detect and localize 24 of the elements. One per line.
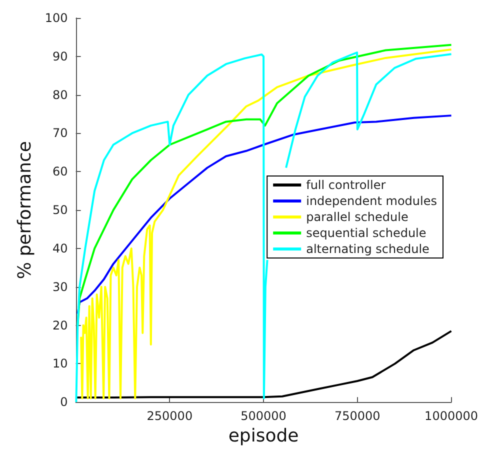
y-tick-label: 80 bbox=[52, 88, 68, 102]
legend-label: independent modules bbox=[306, 194, 438, 208]
legend-label: parallel schedule bbox=[306, 210, 408, 224]
y-tick-label: 30 bbox=[52, 280, 68, 294]
x-tick-label: 250000 bbox=[146, 409, 193, 424]
y-tick-label: 10 bbox=[52, 356, 68, 371]
y-tick-label: 90 bbox=[52, 49, 68, 64]
x-tick-label: 1000000 bbox=[424, 409, 478, 424]
x-tick-label: 500000 bbox=[240, 409, 286, 424]
y-tick-label: 70 bbox=[52, 126, 68, 140]
y-tick-label: 40 bbox=[52, 241, 68, 256]
line-series bbox=[74, 330, 452, 398]
y-tick-label: 60 bbox=[52, 164, 68, 179]
y-tick-label: 0 bbox=[60, 395, 68, 410]
x-tick-label: 750000 bbox=[334, 409, 380, 424]
x-axis-title: episode bbox=[228, 426, 299, 446]
y-tick-label: 50 bbox=[52, 203, 68, 218]
legend-label: full controller bbox=[306, 178, 386, 192]
legend-label: alternating schedule bbox=[306, 242, 430, 256]
y-tick-label: 100 bbox=[44, 11, 68, 25]
legend-label: sequential schedule bbox=[306, 226, 426, 240]
line-series bbox=[76, 114, 452, 315]
y-tick-label: 20 bbox=[52, 318, 68, 332]
y-axis-title: % performance bbox=[14, 140, 36, 280]
